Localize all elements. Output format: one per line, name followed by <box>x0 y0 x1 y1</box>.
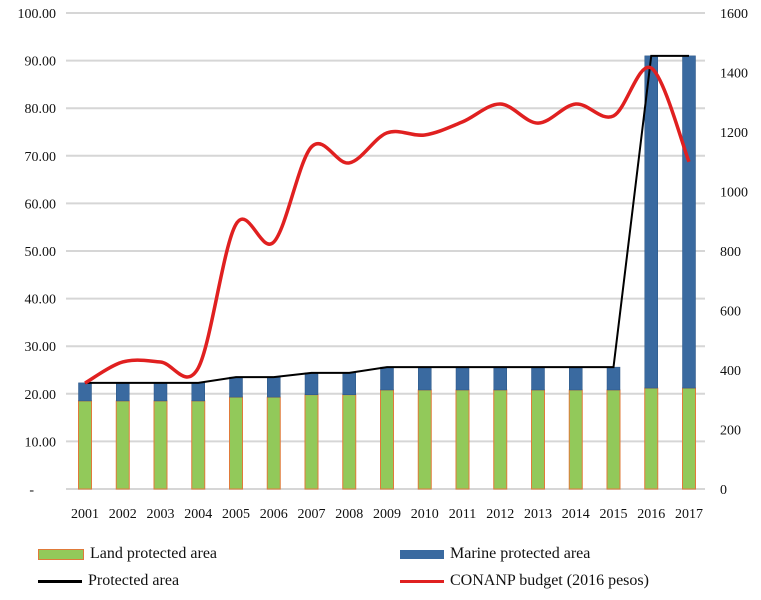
bar-marine <box>531 366 545 391</box>
bar-land <box>682 387 696 490</box>
bar-marine <box>304 372 319 396</box>
bar-marine <box>191 382 205 402</box>
left-tick-label: 40.00 <box>25 293 57 308</box>
left-tick-label: 70.00 <box>25 150 57 165</box>
x-tick-label: 2008 <box>335 507 363 522</box>
bar-marine <box>229 376 243 398</box>
legend-swatch-protected <box>38 579 82 583</box>
bar-marine <box>644 55 658 389</box>
right-tick-label: 1400 <box>720 67 748 82</box>
legend-budget: CONANP budget (2016 pesos) <box>400 572 649 590</box>
bar-marine <box>606 366 621 391</box>
right-tick-label: 800 <box>720 245 741 260</box>
bar-land <box>606 389 621 490</box>
legend-label: Marine protected area <box>450 545 591 562</box>
bar-marine <box>342 372 356 396</box>
left-tick-label: - <box>29 483 34 498</box>
legend-label: Land protected area <box>90 545 218 562</box>
x-tick-label: 2005 <box>222 507 250 522</box>
bar-land <box>380 389 394 490</box>
line-conanp-budget <box>84 65 691 385</box>
x-tick-label: 2007 <box>298 507 326 522</box>
bar-marine <box>267 376 281 398</box>
left-tick-label: 30.00 <box>25 340 57 355</box>
x-tick-label: 2017 <box>675 507 703 522</box>
bar-land <box>229 396 243 490</box>
right-tick-label: 1600 <box>720 7 748 22</box>
x-tick-label: 2004 <box>184 507 212 522</box>
bar-land <box>304 394 319 490</box>
bar-marine <box>380 366 394 391</box>
bar-land <box>531 389 545 490</box>
bar-marine <box>455 366 470 391</box>
x-tick-label: 2006 <box>260 507 288 522</box>
x-tick-label: 2010 <box>411 507 439 522</box>
x-tick-label: 2009 <box>373 507 401 522</box>
bar-marine <box>418 366 432 391</box>
legend-land: Land protected area <box>38 545 217 563</box>
legend-label: Protected area <box>88 572 180 589</box>
bar-marine <box>493 366 507 391</box>
legend-swatch-marine <box>400 549 444 559</box>
x-tick-label: 2013 <box>524 507 552 522</box>
bar-marine <box>78 382 92 402</box>
left-tick-label: 90.00 <box>25 55 57 70</box>
right-tick-label: 400 <box>720 364 741 379</box>
bar-land <box>266 396 281 490</box>
bar-land <box>417 389 432 490</box>
legend-swatch-budget <box>400 579 444 583</box>
right-tick-label: 200 <box>720 424 741 439</box>
bar-land <box>153 400 168 490</box>
x-tick-label: 2014 <box>562 507 590 522</box>
left-tick-label: 10.00 <box>25 435 57 450</box>
x-tick-label: 2003 <box>147 507 175 522</box>
x-tick-label: 2002 <box>109 507 137 522</box>
bar-marine <box>153 382 168 402</box>
x-tick-label: 2001 <box>71 507 99 522</box>
left-tick-label: 20.00 <box>25 388 57 403</box>
bar-land <box>115 400 130 490</box>
bar-marine <box>569 366 583 391</box>
right-tick-label: 1200 <box>720 126 748 141</box>
bar-land <box>78 400 92 490</box>
chart-plot: - 10.00 20.00 30.00 40.00 50.00 60.00 70.00 80.0… <box>18 7 749 522</box>
legend-marine: Marine protected area <box>400 545 590 563</box>
bar-marine <box>682 55 696 389</box>
bar-land <box>493 389 508 490</box>
legend-protected: Protected area <box>38 572 179 590</box>
legend-swatch-land <box>38 548 84 560</box>
left-tick-label: 50.00 <box>25 245 57 260</box>
x-tick-label: 2012 <box>486 507 514 522</box>
x-tick-label: 2016 <box>637 507 665 522</box>
bar-land <box>342 394 357 490</box>
right-tick-label: 1000 <box>720 186 748 201</box>
bar-land <box>191 400 206 490</box>
left-tick-label: 80.00 <box>25 102 57 117</box>
x-tick-label: 2015 <box>600 507 628 522</box>
x-tick-label: 2011 <box>449 507 476 522</box>
right-tick-label: 600 <box>720 305 741 320</box>
bar-land <box>644 387 659 490</box>
legend-label: CONANP budget (2016 pesos) <box>450 572 649 589</box>
left-tick-label: 100.00 <box>18 7 57 22</box>
right-tick-label: 0 <box>720 483 727 498</box>
line-protected-area <box>85 54 689 384</box>
bar-land <box>455 389 470 490</box>
bar-marine <box>116 382 130 402</box>
bar-land <box>568 389 583 490</box>
left-tick-label: 60.00 <box>25 197 57 212</box>
